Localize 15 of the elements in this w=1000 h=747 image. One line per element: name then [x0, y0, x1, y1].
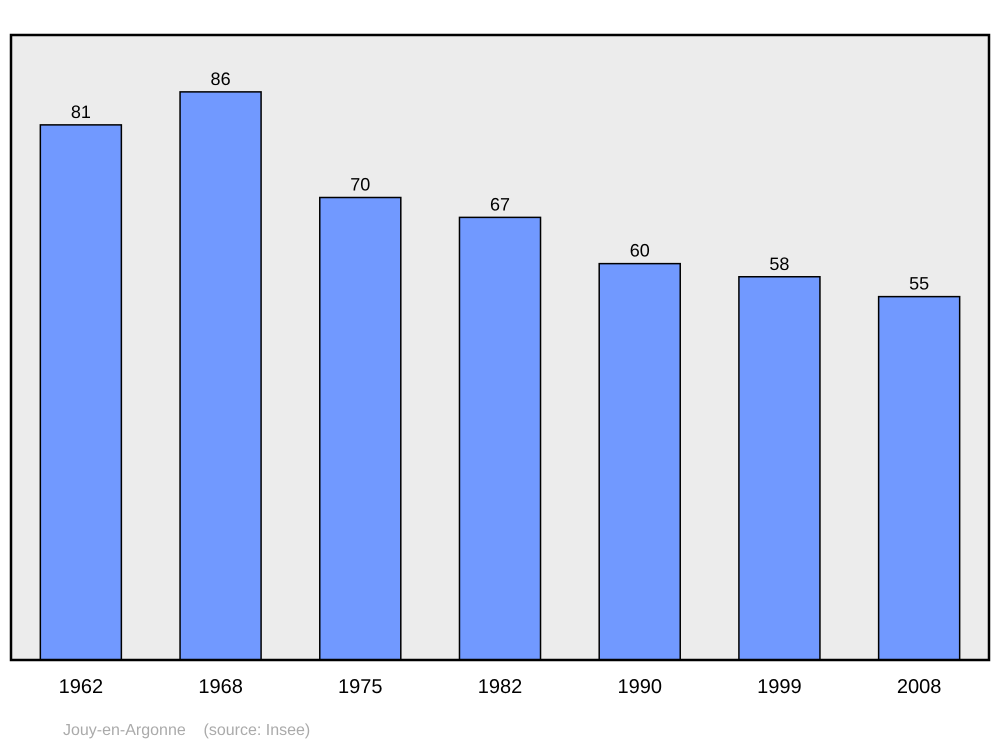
data-label: 81	[70, 102, 91, 122]
x-tick-label: 1968	[198, 676, 243, 698]
x-tick-label: 2008	[896, 676, 942, 698]
data-label: 67	[490, 194, 510, 214]
x-tick-label: 1962	[58, 676, 104, 698]
data-label: 86	[210, 68, 231, 89]
x-tick-label: 1999	[757, 676, 802, 698]
data-label: 55	[909, 274, 930, 294]
text: Jouy-en-Argonne (source: Insee)	[63, 722, 310, 739]
data-label: 60	[630, 240, 650, 261]
data-label: 58	[769, 254, 790, 274]
x-tick-label: 1975	[338, 676, 383, 698]
x-tick-label: 1982	[478, 676, 522, 698]
data-label: 70	[350, 174, 370, 195]
x-tick-label: 1990	[617, 676, 662, 698]
